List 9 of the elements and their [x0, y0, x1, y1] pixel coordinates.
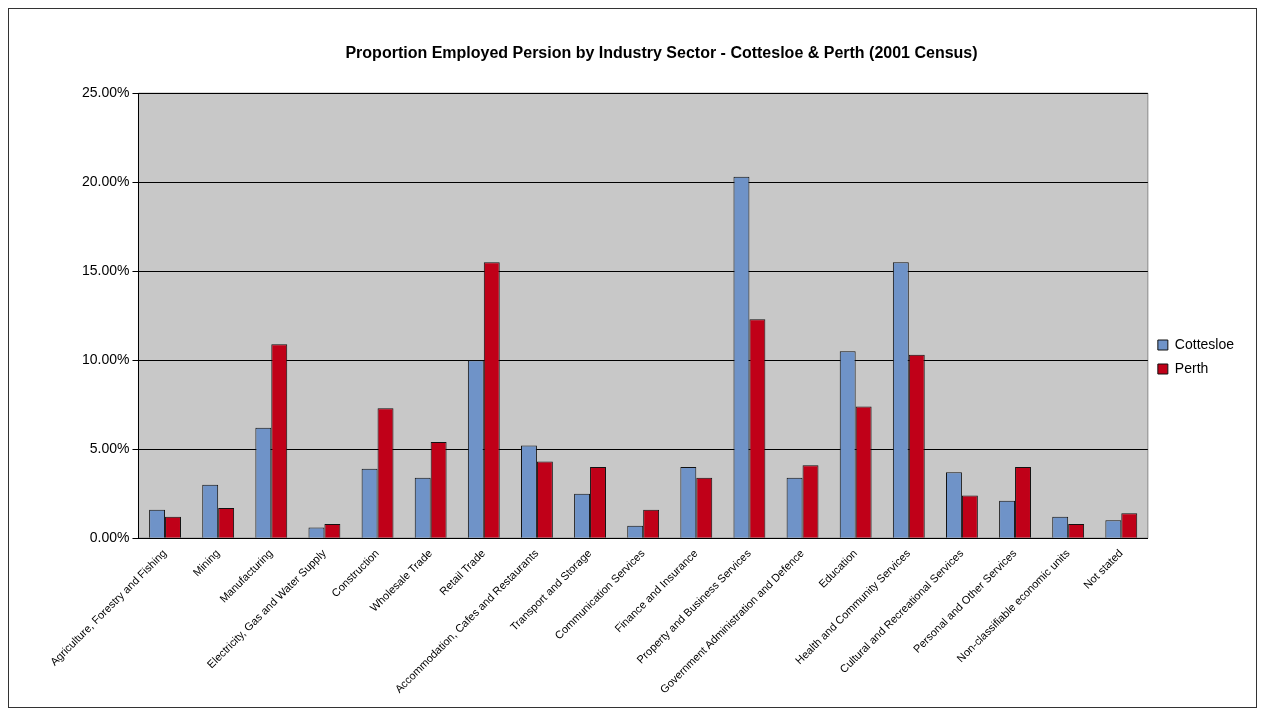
y-tick-label: 0.00%: [89, 529, 130, 546]
y-tick-label: 25.00%: [82, 84, 130, 101]
y-tick-label: 10.00%: [82, 351, 130, 368]
chart-title: Proportion Employed Persion by Industry Sector - Cottesloe & Perth (2001 Census): [345, 44, 978, 62]
y-tick-label: 15.00%: [82, 262, 130, 279]
y-tick-label: 20.00%: [82, 173, 130, 190]
legend-label: Perth: [1174, 359, 1209, 376]
y-tick-label: 5.00%: [89, 440, 130, 457]
legend-label: Cottesloe: [1174, 335, 1235, 352]
